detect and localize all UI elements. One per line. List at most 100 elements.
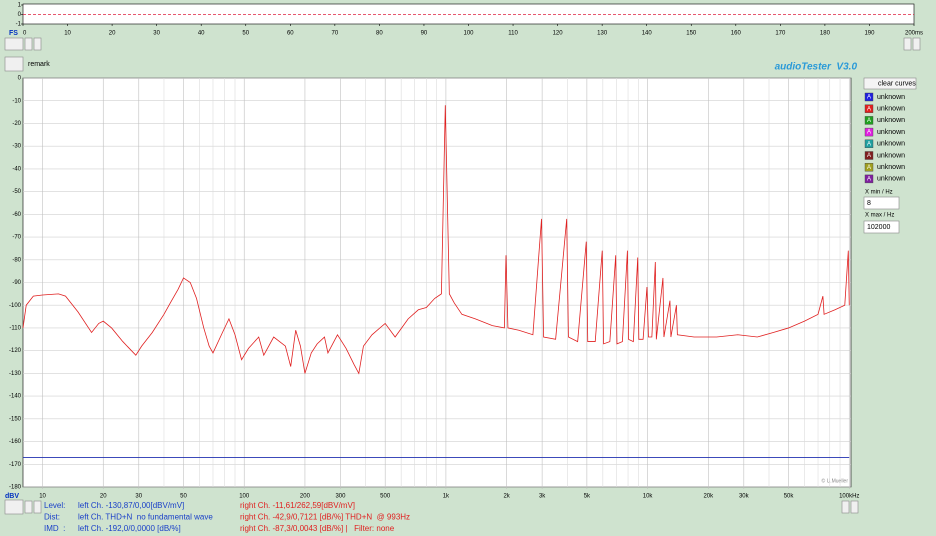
readout-left: left Ch. THD+N no fundamental wave (78, 513, 213, 522)
y-tick-label: -30 (12, 144, 21, 150)
x-tick-label: 50 (242, 31, 249, 37)
curve-icon (864, 151, 874, 160)
x-tick-label: 100kHz (839, 494, 859, 500)
curve-icon-label: A (867, 153, 871, 159)
readout-label: IMD : (44, 524, 65, 533)
y-unit: dBV (5, 493, 19, 500)
x-tick-label: 30k (739, 494, 750, 500)
xmax-value[interactable]: 102000 (867, 224, 890, 231)
readout-right: right Ch. -42,9/0,7121 [dB/%] THD+N @ 99… (240, 513, 410, 522)
x-tick-label: 90 (421, 31, 428, 37)
clear-curves-button[interactable] (863, 77, 917, 90)
copyright: © U.Mueller (822, 477, 849, 484)
readout-right: right Ch. -11,61/262,59[dBV/mV] (240, 501, 355, 510)
x-tick-label: 120 (553, 31, 564, 37)
y-tick-label: -150 (9, 416, 22, 422)
y-tick-label: 0 (18, 76, 22, 82)
y-tick-label: -1 (16, 22, 22, 28)
spin-buttons[interactable] (4, 37, 921, 515)
x-tick-label: 40 (198, 31, 205, 37)
xmin-input[interactable] (863, 196, 900, 210)
curve-icon (864, 116, 874, 125)
curve-icon-label: A (867, 106, 871, 112)
curve-icon-label: A (867, 95, 871, 101)
xmin-label: X min / Hz (865, 190, 893, 196)
y-tick-label: -160 (9, 439, 22, 445)
y-tick-label: -120 (9, 348, 22, 354)
y-tick-label: -90 (12, 280, 21, 286)
x-tick-label: 190 (864, 31, 875, 37)
x-tick-label: 50k (784, 494, 795, 500)
readout-left: left Ch. -130,87/0,00[dBV/mV] (78, 501, 184, 510)
xmax-label: X max / Hz (865, 213, 894, 219)
curve-label: unknown (877, 129, 905, 136)
x-tick-label: 150 (686, 31, 697, 37)
readout-label: Dist: (44, 513, 60, 522)
curve-icon (864, 127, 874, 137)
curve-icon (864, 92, 874, 102)
curve-icon (864, 104, 874, 113)
series-line (22, 105, 850, 375)
clear-curves-label[interactable]: clear curves (878, 80, 916, 87)
y-tick-label: -60 (12, 212, 21, 218)
y-tick-label: -80 (12, 257, 21, 263)
curve-icon-label: A (867, 141, 871, 147)
x-tick-label: 80 (376, 31, 383, 37)
x-tick-label: 70 (332, 31, 339, 37)
x-tick-label: 170 (775, 31, 786, 37)
readout-right: right Ch. -87,3/0,0043 [dB/%] | Filter: … (240, 524, 395, 533)
curve-icon (864, 162, 874, 172)
x-tick-label: 20 (109, 31, 116, 37)
y-tick-label: -130 (9, 371, 22, 377)
x-tick-label: 100 (463, 31, 474, 37)
y-tick-label: -20 (12, 121, 21, 127)
x-tick-label: 50 (180, 494, 187, 500)
x-tick-label: 3k (539, 494, 546, 500)
x-tick-label: 30 (135, 494, 142, 500)
x-tick-label: 200ms (905, 31, 923, 37)
xmax-input[interactable] (863, 220, 900, 234)
x-tick-label: 180 (820, 31, 831, 37)
curve-icon (864, 174, 874, 184)
scope-area (22, 3, 915, 25)
curve-icon-label: A (867, 176, 871, 182)
x-tick-label: 30 (153, 31, 160, 37)
curve-label: unknown (877, 176, 905, 183)
y-tick-label: -40 (12, 166, 21, 172)
x-tick-label: 110 (508, 31, 518, 37)
x-tick-label: 60 (287, 31, 294, 37)
x-tick-label: 5k (584, 494, 591, 500)
curve-label: unknown (877, 94, 905, 101)
y-tick-label: -170 (9, 462, 22, 468)
x-tick-label: 10 (64, 31, 71, 37)
curve-label: unknown (877, 141, 905, 148)
y-tick-label: -50 (12, 189, 21, 195)
y-tick-label: 1 (18, 3, 22, 9)
y-tick-label: 0 (18, 12, 22, 18)
x-tick-label: 20k (703, 494, 714, 500)
curve-icon-label: A (867, 130, 871, 136)
x-tick-label: 100 (239, 494, 250, 500)
x-tick-label: 300 (335, 494, 346, 500)
app-title: audioTester V3.0 (775, 62, 858, 73)
x-tick-label: 140 (642, 31, 653, 37)
x-tick-label: 200 (300, 494, 311, 500)
x-tick-label: 10k (643, 494, 654, 500)
scope-prefix: FS (9, 30, 18, 37)
x-tick-label: 1k (443, 494, 450, 500)
remark: remark (28, 61, 50, 68)
y-tick-label: -70 (12, 235, 21, 241)
readout-label: Level: (44, 501, 65, 510)
x-tick-label: 0 (23, 31, 27, 37)
y-tick-label: -140 (9, 394, 22, 400)
x-tick-label: 10 (39, 494, 46, 500)
curve-icon (864, 139, 874, 149)
x-tick-label: 2k (503, 494, 510, 500)
xmin-value[interactable]: 8 (867, 200, 871, 207)
curve-label: unknown (877, 152, 905, 159)
x-tick-label: 130 (597, 31, 608, 37)
curve-icon-label: A (867, 118, 871, 124)
curve-label: unknown (877, 106, 905, 113)
curve-label: unknown (877, 117, 905, 124)
